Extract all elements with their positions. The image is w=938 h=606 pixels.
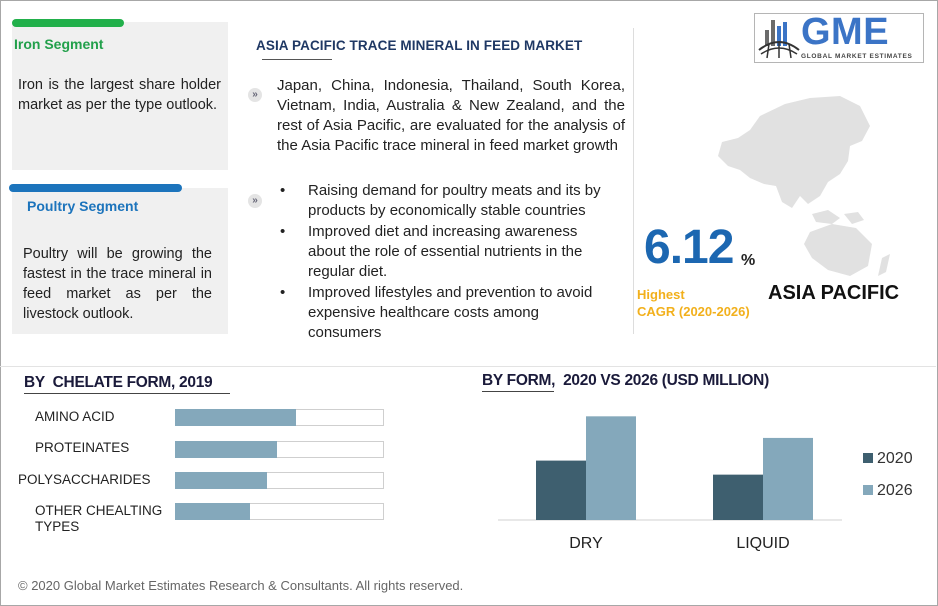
gme-logo: GME GLOBAL MARKET ESTIMATES — [754, 11, 924, 63]
iron-segment-card — [12, 22, 228, 170]
chelate-category-label: PROTEINATES — [35, 440, 130, 455]
drivers-list: • Raising demand for poultry meats and it… — [280, 181, 610, 344]
poultry-segment-title: Poultry Segment — [27, 198, 139, 214]
chelate-category-label: AMINO ACID — [35, 409, 115, 424]
poultry-segment-card — [12, 188, 228, 334]
regions-paragraph: Japan, China, Indonesia, Thailand, South… — [277, 77, 625, 154]
legend-swatch-2020 — [863, 453, 873, 463]
cagr-value: 6.12 — [644, 221, 734, 274]
form-chart-title: BY FORM, 2020 VS 2026 (USD MILLION) — [482, 372, 769, 389]
horizontal-divider — [0, 366, 936, 367]
region-label: ASIA PACIFIC — [768, 282, 900, 304]
chelate-bar — [175, 409, 297, 426]
chevron-right-icon: » — [248, 194, 262, 208]
cagr-unit: % — [741, 252, 756, 269]
bullet-icon: • — [280, 223, 286, 240]
bullet-icon: • — [280, 284, 286, 301]
list-item-text: Raising demand for poultry meats and its… — [308, 182, 601, 219]
form-title-underline — [482, 391, 554, 392]
logo-text: GME — [801, 11, 890, 53]
legend-swatch-2026 — [863, 485, 873, 495]
globe-building-icon — [758, 20, 800, 59]
list-item: • Raising demand for poultry meats and it… — [280, 181, 610, 221]
cagr-label-line2: CAGR (2020-2026) — [637, 304, 750, 319]
page-title: ASIA PACIFIC TRACE MINERAL IN FEED MARKE… — [256, 38, 583, 53]
copyright-footer: © 2020 Global Market Estimates Research … — [18, 578, 464, 593]
cagr-label-line1: Highest — [637, 287, 685, 302]
chevron-right-icon: » — [248, 88, 262, 102]
logo-subtitle: GLOBAL MARKET ESTIMATES — [801, 53, 913, 60]
cagr-label: Highest CAGR (2020-2026) — [637, 286, 750, 320]
iron-segment-accent-bar — [12, 19, 124, 27]
vertical-divider — [633, 28, 634, 334]
list-item: • Improved diet and increasing awareness … — [280, 222, 610, 282]
legend-label-2026: 2026 — [877, 482, 913, 499]
chelate-category-label: POLYSACCHARIDES — [18, 472, 151, 487]
chelate-bar — [175, 441, 278, 458]
iron-segment-text: Iron is the largest share holder market … — [18, 77, 221, 113]
iron-segment-title: Iron Segment — [14, 36, 104, 52]
legend-item-2020: 2020 — [863, 450, 913, 468]
asia-pacific-map — [718, 96, 890, 276]
poultry-segment-text: Poultry will be growing the fastest in t… — [23, 246, 212, 322]
legend-item-2026: 2026 — [863, 482, 913, 500]
legend-label-2020: 2020 — [877, 450, 913, 467]
list-item-text: Improved lifestyles and prevention to av… — [308, 284, 593, 341]
chelate-category-label: OTHER CHEALTING TYPES — [35, 503, 163, 534]
chelate-title-underline — [24, 393, 230, 394]
chelate-bar — [175, 503, 251, 520]
chelate-bar — [175, 472, 267, 489]
list-item-text: Improved diet and increasing awareness a… — [308, 223, 583, 280]
title-underline — [262, 59, 332, 60]
chelate-chart-title: BY CHELATE FORM, 2019 — [24, 374, 213, 391]
bullet-icon: • — [280, 182, 286, 199]
list-item: • Improved lifestyles and prevention to a… — [280, 283, 610, 343]
poultry-segment-accent-bar — [9, 184, 182, 192]
